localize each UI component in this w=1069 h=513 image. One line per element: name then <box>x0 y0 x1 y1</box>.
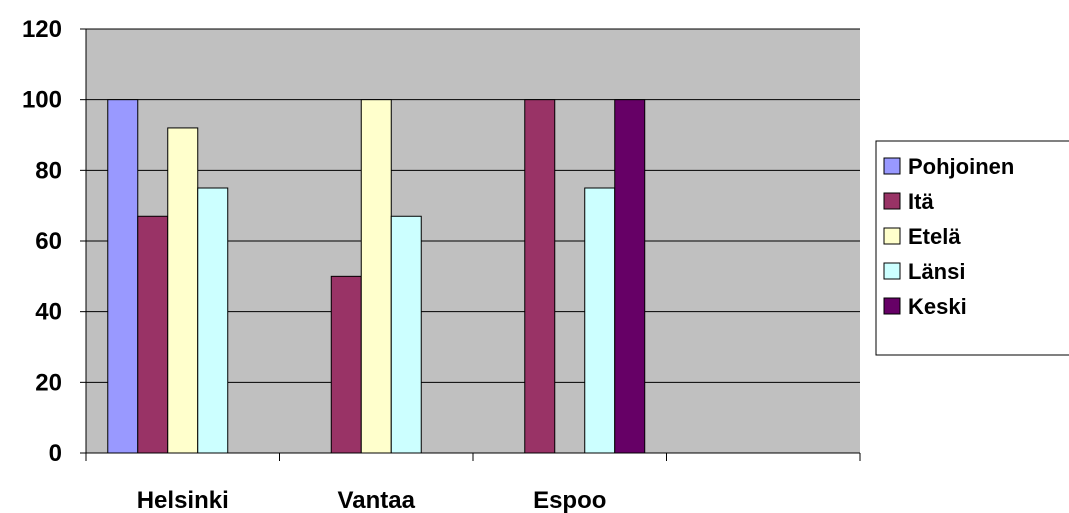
y-tick-labels: 0 20 40 60 80 100 120 <box>22 16 86 467</box>
y-tick-label-40: 40 <box>35 299 62 326</box>
y-tick-label-80: 80 <box>35 157 62 184</box>
bar-pohjoinen-helsinki <box>107 99 139 454</box>
y-tick-label-60: 60 <box>35 228 62 255</box>
bar-itä-espoo <box>524 99 556 454</box>
legend-label-keski: Keski <box>908 294 967 319</box>
bar-länsi-helsinki <box>197 187 229 454</box>
bar-keski-espoo <box>614 99 646 454</box>
bars <box>107 99 646 454</box>
bar-etelä-vantaa <box>360 99 392 454</box>
x-tick-label-vantaa: Vantaa <box>338 487 416 513</box>
legend-box <box>875 140 1069 356</box>
bar-etelä-helsinki <box>167 127 199 454</box>
x-tick-labels: Helsinki Vantaa Espoo <box>85 453 861 513</box>
legend-label-etelä: Etelä <box>908 224 961 249</box>
legend-swatch-pohjoinen <box>883 157 901 175</box>
legend-label-itä: Itä <box>908 189 934 214</box>
y-tick-label-20: 20 <box>35 369 62 396</box>
x-tick-label-espoo: Espoo <box>533 487 606 513</box>
bar-itä-helsinki <box>137 215 169 454</box>
bar-länsi-vantaa <box>390 215 422 454</box>
bar-länsi-espoo <box>584 187 616 454</box>
legend-swatch-etelä <box>883 227 901 245</box>
legend-swatch-länsi <box>883 262 901 280</box>
legend-swatch-keski <box>883 297 901 315</box>
bar-itä-vantaa <box>330 275 362 454</box>
x-tick-label-helsinki: Helsinki <box>137 487 229 513</box>
legend-label-länsi: Länsi <box>908 259 965 284</box>
legend-swatch-itä <box>883 192 901 210</box>
legend-label-pohjoinen: Pohjoinen <box>908 154 1014 179</box>
y-tick-label-0: 0 <box>49 440 62 467</box>
y-tick-label-100: 100 <box>22 87 62 114</box>
legend: Pohjoinen Itä Etelä Länsi Keski <box>875 140 1069 356</box>
y-tick-label-120: 120 <box>22 16 62 43</box>
